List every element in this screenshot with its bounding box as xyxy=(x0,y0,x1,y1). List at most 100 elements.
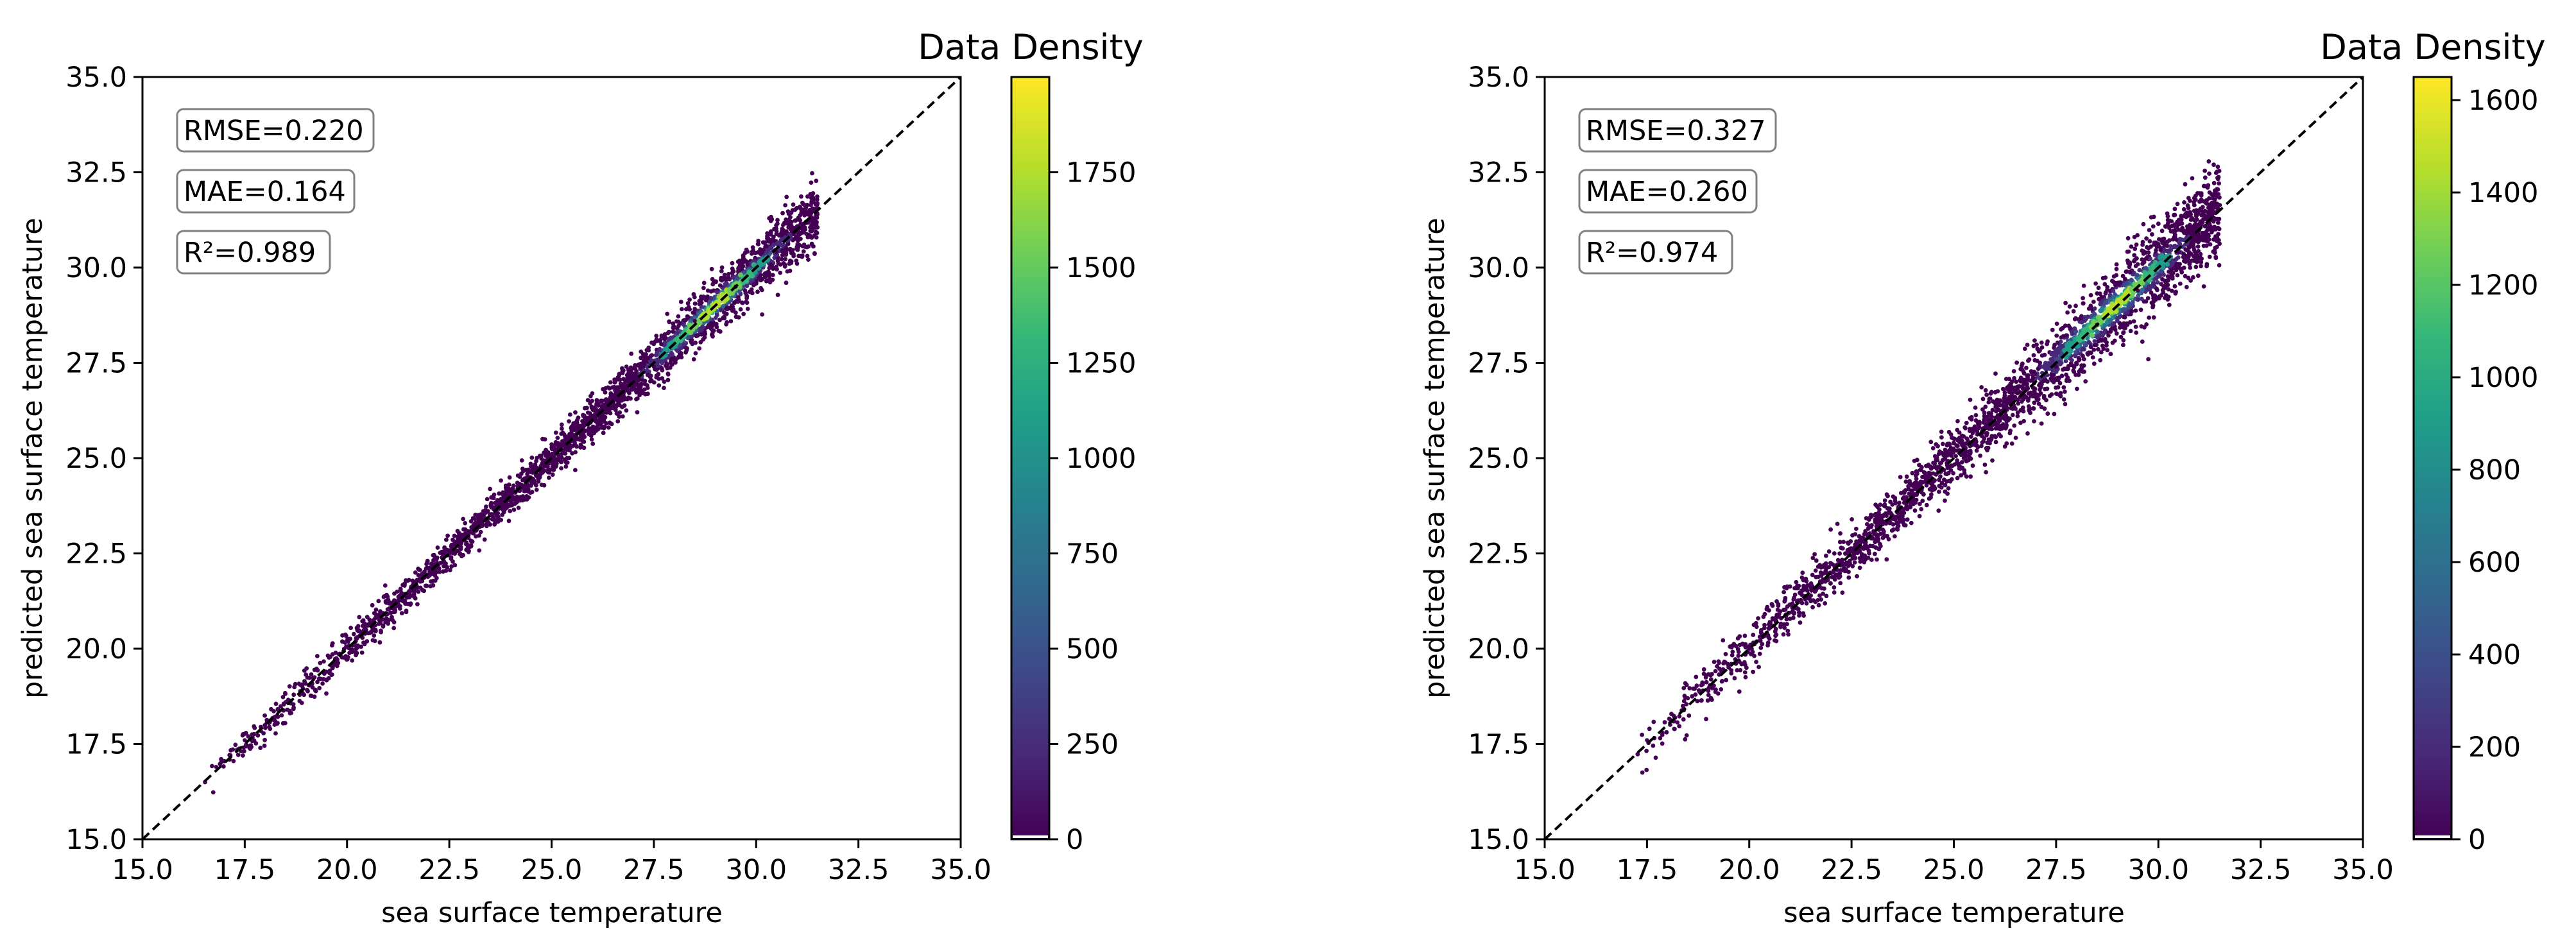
density-point xyxy=(2129,277,2134,282)
density-point xyxy=(655,357,660,363)
density-point xyxy=(620,371,625,375)
density-point xyxy=(2058,394,2063,398)
density-point xyxy=(2002,393,2007,398)
density-point xyxy=(590,391,595,396)
density-point xyxy=(2156,221,2161,226)
density-point xyxy=(2085,336,2090,341)
density-point xyxy=(727,277,732,282)
density-point xyxy=(2121,343,2125,348)
density-point xyxy=(1681,699,1687,704)
density-point xyxy=(1905,517,1910,522)
density-point xyxy=(1973,413,1979,418)
density-point xyxy=(1946,486,1951,491)
density-point xyxy=(697,346,701,351)
density-point xyxy=(2039,421,2044,426)
density-point xyxy=(2183,273,2188,278)
density-point xyxy=(480,522,485,527)
density-point xyxy=(660,376,665,381)
density-point xyxy=(293,681,298,687)
density-point xyxy=(737,289,742,294)
x-axis: 15.0 17.5 20.0 22.5 25.0 27.5 30.0 32.5 35.0 xyxy=(112,839,992,886)
density-point xyxy=(1694,674,1699,679)
density-point xyxy=(491,515,495,520)
density-point xyxy=(2082,346,2087,352)
density-point xyxy=(1816,602,1821,608)
density-point xyxy=(1873,511,1878,517)
density-point xyxy=(691,310,696,315)
density-point xyxy=(2022,382,2026,387)
density-point xyxy=(1906,484,1911,489)
density-point xyxy=(1799,575,1805,580)
density-point xyxy=(2125,235,2131,241)
colorbar-tick-label: 1000 xyxy=(1066,443,1136,475)
density-point xyxy=(601,425,606,431)
density-point xyxy=(484,522,489,527)
density-point xyxy=(210,790,216,795)
density-point xyxy=(405,578,410,583)
density-point xyxy=(2063,402,2068,407)
density-point xyxy=(456,534,461,539)
density-point xyxy=(723,283,728,288)
density-point xyxy=(1850,563,1855,568)
density-point xyxy=(644,352,648,357)
density-point xyxy=(2007,431,2013,436)
density-point xyxy=(635,387,640,392)
density-point xyxy=(540,460,545,465)
density-point xyxy=(431,583,436,588)
density-point xyxy=(1895,525,1900,530)
density-point xyxy=(691,357,696,362)
density-point xyxy=(388,610,393,615)
density-point xyxy=(745,307,750,311)
density-point xyxy=(2103,300,2108,305)
y-tick-label: 20.0 xyxy=(65,633,127,665)
density-point xyxy=(699,295,703,299)
density-point xyxy=(2217,241,2222,246)
density-point xyxy=(789,210,794,215)
density-point xyxy=(2064,333,2069,338)
density-point xyxy=(1742,670,1747,675)
density-point xyxy=(805,244,809,250)
density-point xyxy=(2111,274,2117,279)
density-point xyxy=(794,246,799,251)
density-point xyxy=(1855,574,1859,579)
density-point xyxy=(210,764,214,769)
density-point xyxy=(630,372,635,377)
density-point xyxy=(811,191,816,196)
density-point xyxy=(771,266,776,271)
density-point xyxy=(1721,638,1726,643)
density-point xyxy=(253,741,259,746)
density-point xyxy=(479,512,483,517)
density-point xyxy=(262,743,267,748)
density-point xyxy=(2082,369,2086,374)
density-point xyxy=(399,590,404,595)
density-point xyxy=(2120,273,2125,278)
density-point xyxy=(1936,443,1940,449)
density-point xyxy=(285,707,290,712)
density-point xyxy=(1767,626,1772,631)
density-point xyxy=(655,363,660,368)
density-point xyxy=(575,427,580,432)
density-point xyxy=(1937,490,1941,494)
density-point xyxy=(2160,228,2165,234)
density-point xyxy=(529,455,535,460)
density-point xyxy=(382,617,388,622)
density-point xyxy=(639,349,644,354)
density-point xyxy=(701,280,707,286)
density-point xyxy=(692,307,698,311)
colorbar-tick-label: 1250 xyxy=(1066,348,1136,380)
density-point xyxy=(1850,517,1855,522)
density-point xyxy=(676,320,681,324)
density-point xyxy=(675,330,680,335)
density-point xyxy=(563,451,568,456)
density-point xyxy=(580,438,585,443)
density-point xyxy=(606,425,611,430)
density-point xyxy=(2038,361,2043,365)
density-point xyxy=(578,435,583,440)
density-point xyxy=(736,315,741,320)
density-point xyxy=(2193,250,2197,255)
density-point xyxy=(262,737,267,742)
density-point xyxy=(1955,475,1960,481)
density-point xyxy=(2025,431,2030,436)
density-point xyxy=(730,304,735,309)
density-point xyxy=(1719,679,1724,684)
